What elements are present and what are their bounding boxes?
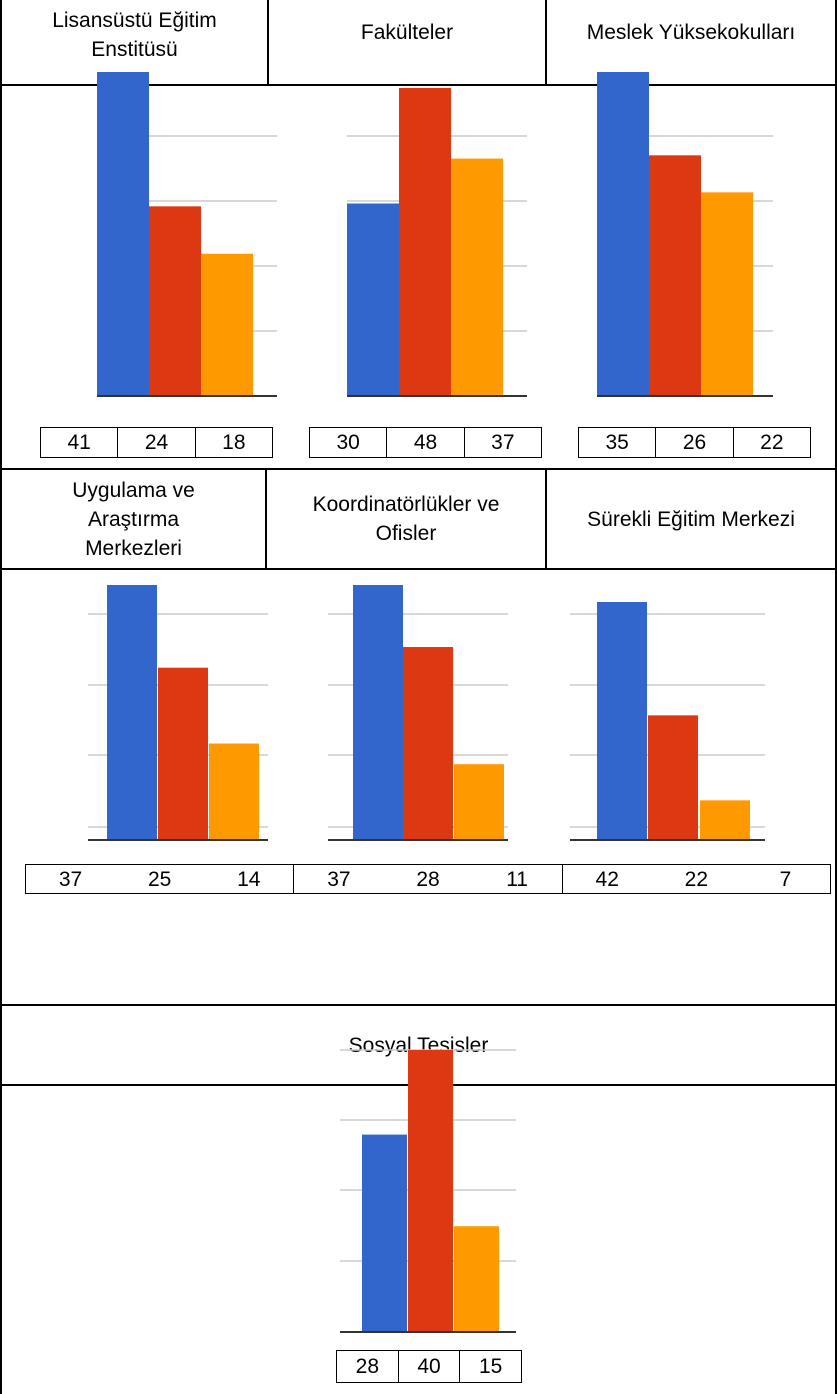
value-cell: 24 (117, 428, 194, 457)
value-box-lisansustu: 41 24 18 (40, 427, 273, 458)
bar-series-1 (362, 1134, 407, 1332)
value-group-uygulama: 37 25 14 (26, 865, 293, 893)
table-right-border (835, 0, 837, 1394)
chart-lisansustu (97, 72, 277, 397)
table-left-border (0, 0, 2, 1394)
bar-series-3 (201, 253, 253, 396)
value-cell: 37 (58, 867, 83, 891)
bar-series-1 (347, 203, 399, 396)
bar-series-2 (648, 715, 698, 840)
bar-series-1 (97, 72, 149, 396)
value-cell: 48 (386, 428, 463, 457)
bar-series-2 (649, 155, 701, 396)
bar-series-1 (597, 602, 647, 840)
value-cell: 22 (684, 867, 708, 891)
bar-series-1 (353, 585, 403, 840)
value-box-sosyal-tesisler: 28 40 15 (336, 1350, 522, 1383)
column-divider (265, 469, 267, 569)
row-divider (0, 468, 837, 470)
value-box-meslek-yuksekokullari: 35 26 22 (578, 427, 811, 458)
header-meslek-yuksekokullari: Meslek Yüksekokulları (586, 20, 796, 44)
bar-series-1 (597, 72, 649, 396)
bar-series-2 (403, 647, 453, 840)
column-divider (267, 0, 269, 85)
value-cell: 30 (336, 431, 360, 454)
bar-series-2 (158, 667, 208, 840)
column-divider (545, 0, 547, 85)
row-divider (0, 568, 837, 570)
chart-koordinatorlukler (328, 585, 508, 841)
value-cell: 28 (355, 1355, 380, 1378)
value-cell: 14 (237, 867, 261, 891)
chart-surekli-egitim (570, 602, 765, 841)
value-group-koordinatorlukler: 37 28 11 (293, 865, 561, 893)
header-koordinatorlukler: Koordinatörlükler ve Ofisler (312, 493, 500, 545)
value-cell: 15 (459, 1351, 521, 1382)
bar-series-3 (454, 764, 504, 840)
bar-series-3 (700, 800, 750, 840)
chart-meslek-yuksekokullari (597, 72, 773, 397)
header-surekli-egitim: Sürekli Eğitim Merkezi (587, 507, 795, 531)
value-cell: 22 (732, 428, 810, 457)
value-cell: 42 (595, 867, 619, 891)
value-group-surekli-egitim: 42 22 7 (561, 865, 830, 893)
bar-series-2 (149, 206, 201, 396)
row-divider (0, 84, 837, 86)
column-divider (545, 469, 547, 569)
bar-series-3 (701, 192, 753, 396)
value-cell: 7 (779, 867, 792, 891)
value-cell: 28 (416, 867, 440, 891)
row-divider (0, 1004, 837, 1006)
value-cell: 18 (194, 428, 272, 457)
chart-uygulama-arastirma (88, 585, 268, 841)
bar-series-3 (209, 743, 259, 840)
bar-series-1 (107, 585, 157, 840)
header-lisansustu: Lisansüstü Eğitim Enstitüsü (52, 9, 217, 61)
bar-series-2 (408, 1050, 453, 1332)
bar-series-3 (451, 158, 503, 396)
value-cell: 26 (655, 428, 732, 457)
value-cell: 37 (463, 428, 541, 457)
value-box-row2: 37 25 14 37 28 11 42 22 7 (25, 864, 831, 894)
bar-series-2 (399, 88, 451, 396)
value-cell: 11 (506, 867, 528, 891)
chart-sosyal-tesisler (340, 1049, 516, 1333)
value-cell: 41 (67, 431, 91, 454)
value-cell: 35 (605, 431, 629, 454)
header-uygulama-arastirma: Uygulama ve Araştırma Merkezleri (72, 478, 195, 560)
bar-series-3 (454, 1226, 499, 1332)
value-cell: 37 (327, 867, 351, 891)
value-cell: 25 (147, 867, 172, 891)
header-fakulteler: Fakülteler (360, 20, 454, 44)
chart-fakulteler (347, 88, 527, 397)
value-cell: 40 (397, 1351, 460, 1382)
value-box-fakulteler: 30 48 37 (309, 427, 542, 458)
